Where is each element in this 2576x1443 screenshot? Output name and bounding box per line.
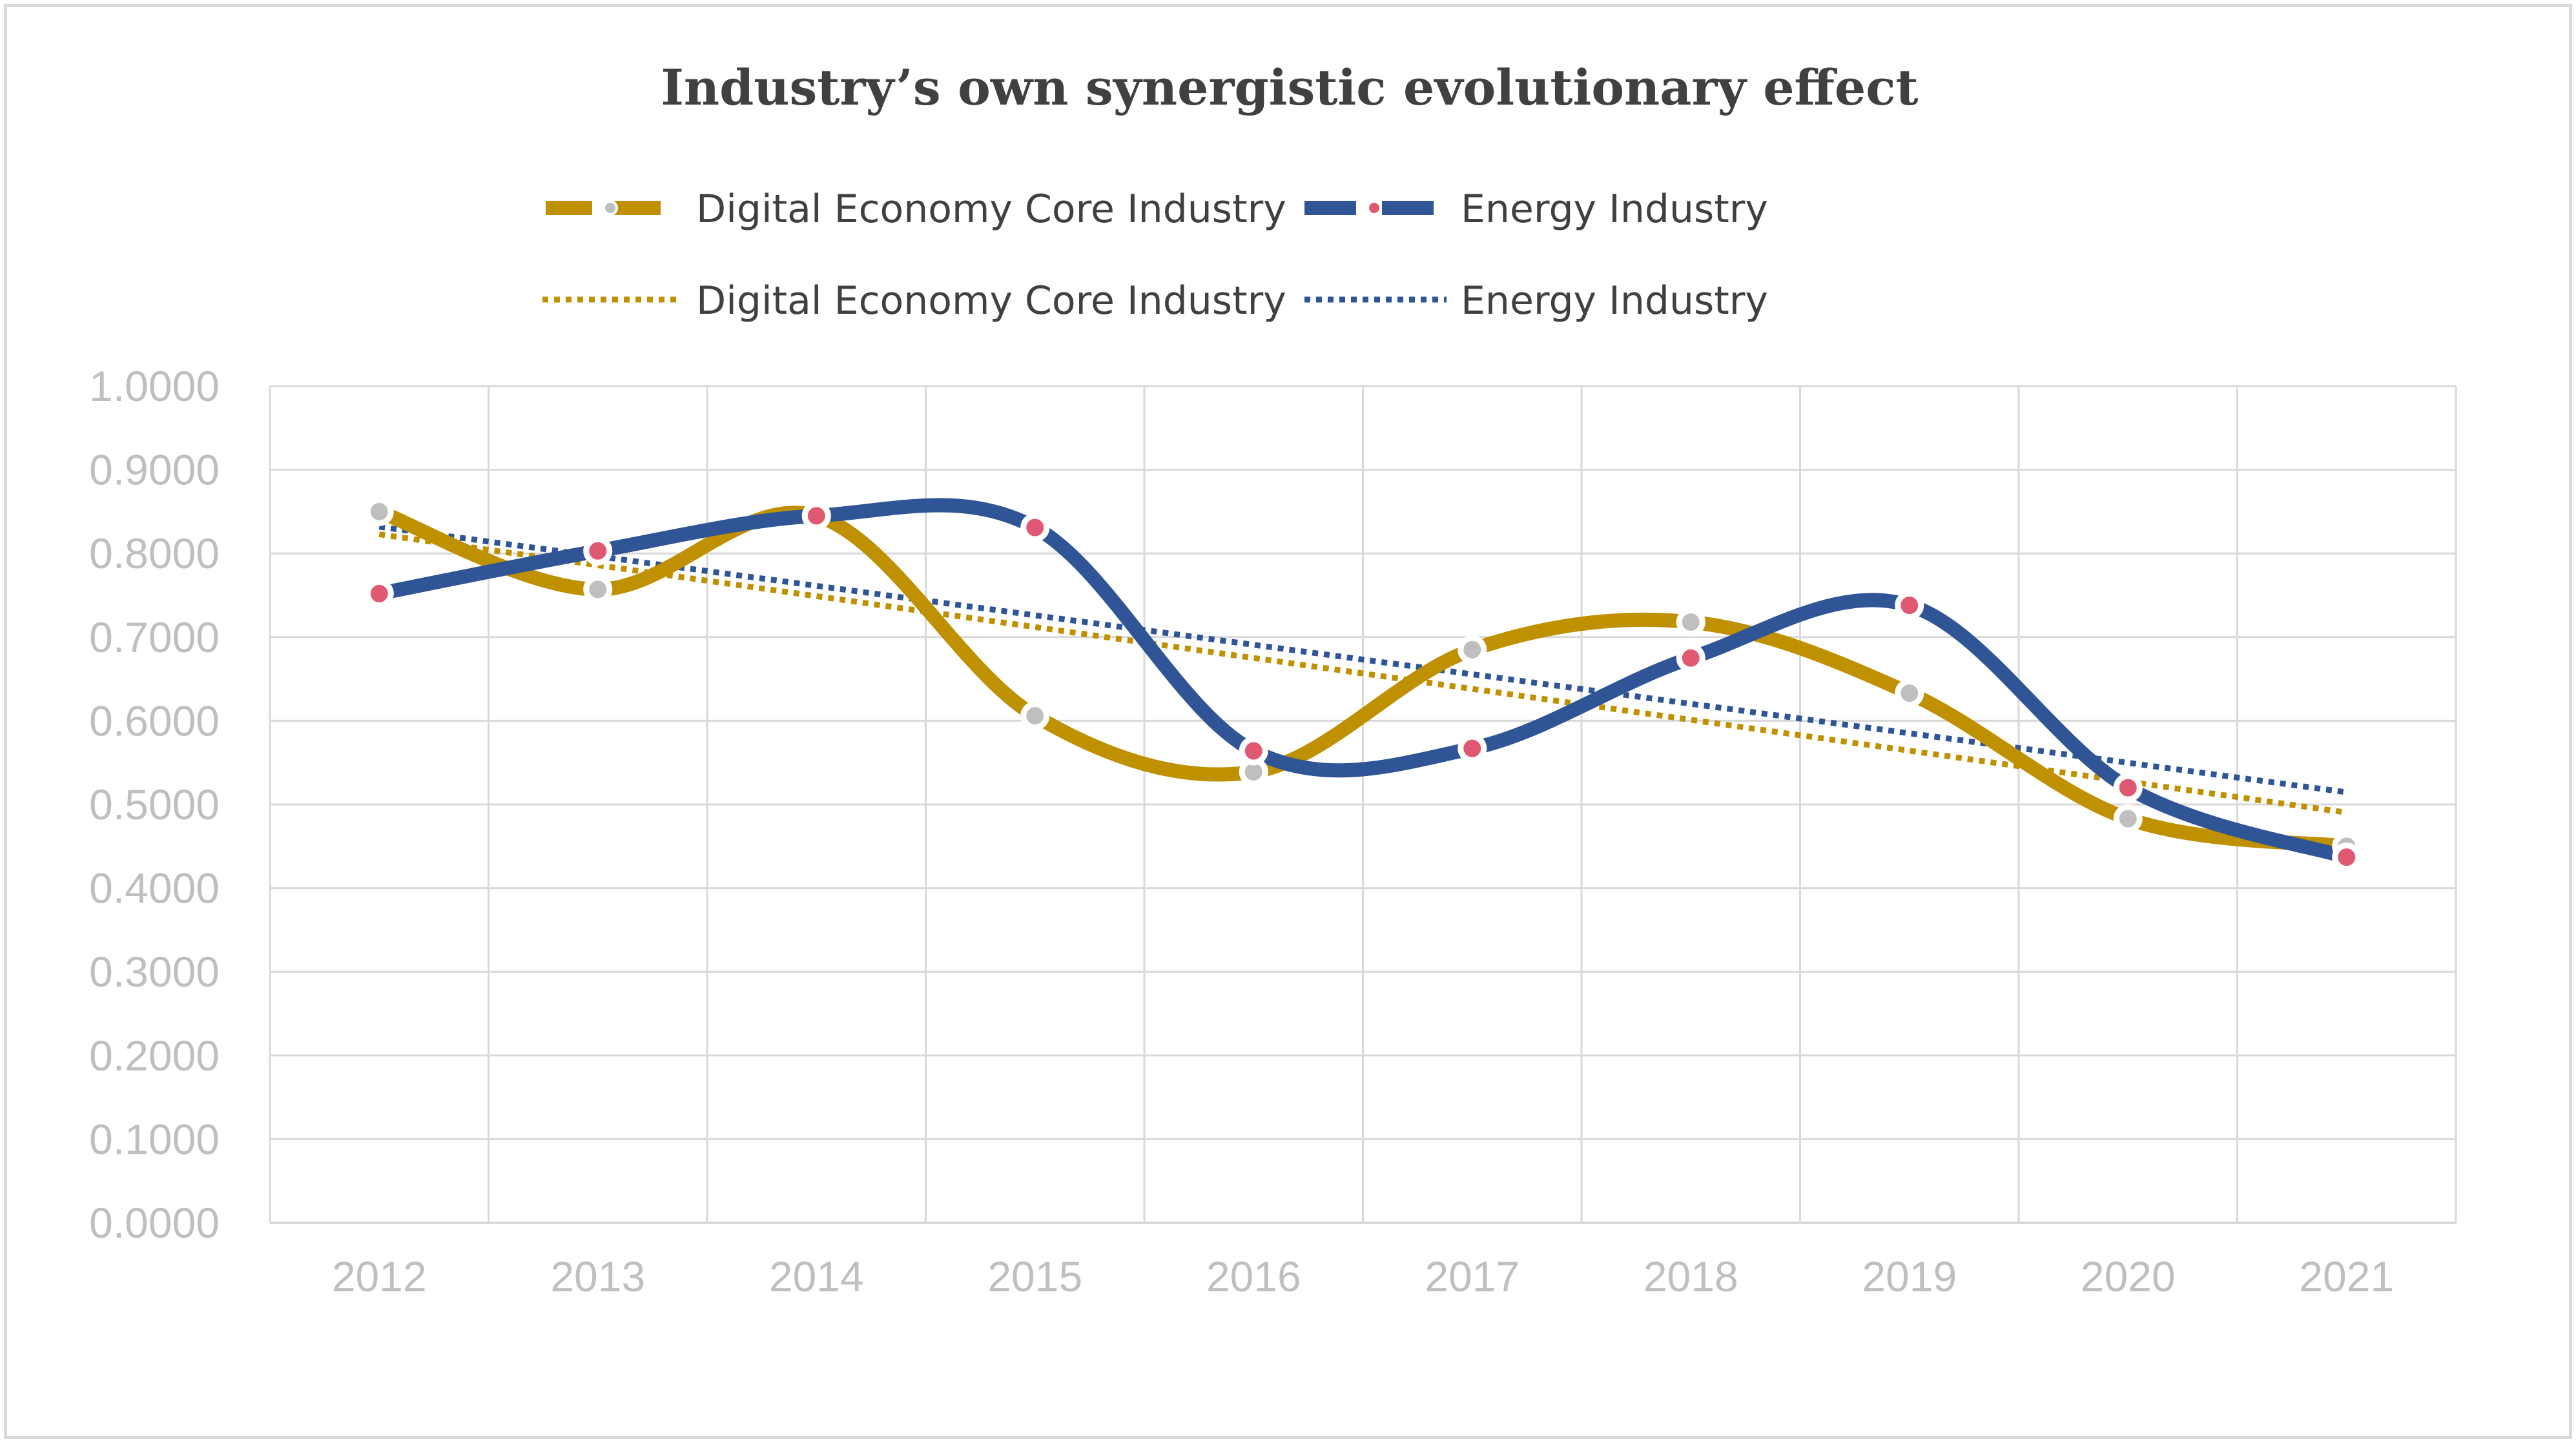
x-tick-label: 2013 [550,1253,645,1300]
x-tick-label: 2021 [2299,1253,2394,1300]
y-tick-label: 0.8000 [89,529,220,577]
chart-title: Industry’s own synergistic evolutionary … [661,59,1918,116]
legend-item-energy-trend[interactable]: Energy Industry [1304,278,1768,323]
data-point-digital-economy [1676,607,1705,637]
series-line-digital-economy [372,504,2354,854]
legend-item-digital-series[interactable]: Digital Economy Core Industry [546,187,1286,232]
data-point-digital-economy [1020,701,1050,731]
data-point-digital-economy [364,496,394,526]
legend-swatch-energy-marker [1366,200,1382,216]
y-tick-label: 0.2000 [89,1032,220,1080]
x-tick-label: 2019 [1862,1253,1957,1300]
data-point-energy [583,536,613,566]
data-point-digital-economy [1895,679,1924,708]
y-tick-label: 0.0000 [89,1199,220,1247]
data-point-digital-economy [583,575,613,604]
data-point-digital-economy [2113,804,2143,834]
x-tick-label: 2018 [1643,1253,1738,1300]
legend-label-digital-series: Digital Economy Core Industry [696,187,1286,232]
data-point-digital-economy [1458,635,1487,664]
series-lines [372,498,2354,865]
data-point-energy [1239,736,1268,766]
x-tick-label: 2014 [769,1253,864,1300]
legend-label-energy-trend: Energy Industry [1461,278,1768,323]
data-point-energy [1020,513,1050,542]
data-point-energy [1458,733,1487,763]
axes: 0.0000 0.1000 0.2000 0.3000 0.4000 0.5000 0.60… [89,362,2456,1300]
x-tick-label: 2015 [987,1253,1082,1300]
legend-label-digital-trend: Digital Economy Core Industry [696,278,1286,323]
legend-item-digital-trend[interactable]: Digital Economy Core Industry [542,278,1286,323]
legend-label-energy-series: Energy Industry [1461,187,1768,232]
x-tick-label: 2020 [2081,1253,2176,1300]
y-tick-label: 0.1000 [89,1115,220,1163]
legend-swatch-digital-marker [603,200,618,216]
trendline-energy [378,524,2347,795]
series-line-energy [372,498,2354,865]
y-tick-label: 0.3000 [89,948,220,996]
y-tick-label: 0.7000 [89,613,220,661]
y-tick-label: 0.5000 [89,781,220,828]
y-tick-label: 0.9000 [89,446,220,494]
data-point-energy [1676,643,1705,673]
data-point-energy [2113,773,2143,803]
x-tick-label: 2016 [1206,1253,1301,1300]
legend-item-energy-series[interactable]: Energy Industry [1304,187,1768,232]
data-point-energy [1895,591,1924,620]
y-tick-label: 0.6000 [89,697,220,744]
data-markers [364,496,2362,872]
data-point-energy [801,501,831,531]
x-tick-label: 2017 [1425,1253,1520,1300]
y-tick-label: 0.4000 [89,865,220,912]
y-tick-label: 1.0000 [89,362,220,410]
gridlines [269,385,2457,1223]
data-point-energy [2332,843,2362,872]
data-point-energy [364,578,394,608]
x-tick-label: 2012 [332,1253,427,1300]
legend: Digital Economy Core Industry Energy Ind… [542,187,1768,323]
